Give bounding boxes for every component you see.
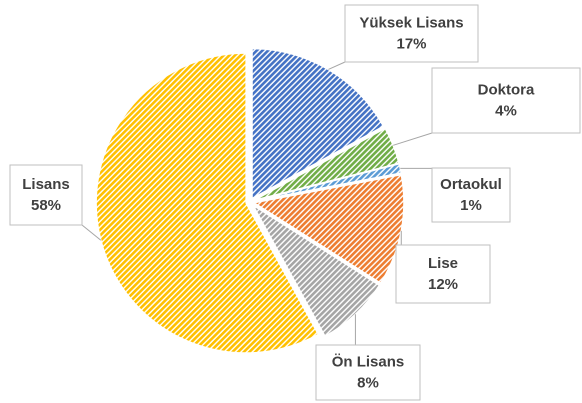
label-box <box>395 244 491 304</box>
value-label: 1% <box>460 197 482 214</box>
slice-label: Lisans <box>22 176 70 193</box>
leader-line <box>393 132 433 146</box>
slice-label: Lise <box>428 255 458 272</box>
value-label: 4% <box>495 102 517 119</box>
leader-line <box>328 61 346 70</box>
slice-label: Doktora <box>478 81 535 98</box>
value-label: 12% <box>428 276 458 293</box>
slice-label: Yüksek Lisans <box>359 14 463 31</box>
slice-label: Ön Lisans <box>332 353 405 370</box>
label-box <box>315 344 421 401</box>
leader-line <box>81 224 102 241</box>
label-box <box>431 167 511 223</box>
label-box <box>431 67 581 134</box>
label-box <box>9 164 83 226</box>
value-label: 17% <box>396 35 426 52</box>
pie-slice <box>251 47 385 200</box>
label-box <box>344 4 479 63</box>
pie-slice <box>95 52 320 354</box>
value-label: 58% <box>31 197 61 214</box>
value-label: 8% <box>357 374 379 391</box>
slice-label: Ortaokul <box>440 176 502 193</box>
